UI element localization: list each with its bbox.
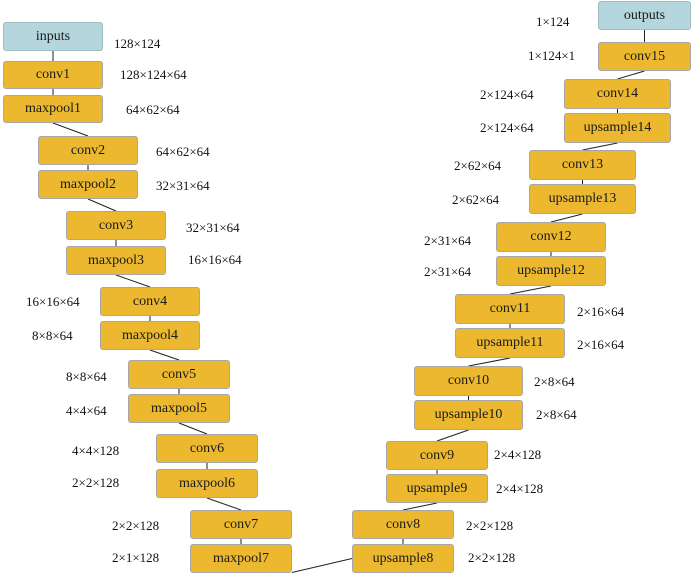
conv9-dimension-label: 2×4×128 bbox=[494, 447, 542, 462]
edge-conv11-to-upsample12 bbox=[509, 285, 552, 295]
conv8-dimension-label: 2×2×128 bbox=[466, 518, 514, 533]
conv11-node: conv11 bbox=[455, 294, 565, 324]
maxpool7-node: maxpool7 bbox=[190, 544, 292, 573]
upsample11-dimension-label: 2×16×64 bbox=[577, 337, 625, 352]
conv7-dimension-label: 2×2×128 bbox=[112, 518, 160, 533]
upsample9-dimension-label: 2×4×128 bbox=[496, 481, 544, 496]
conv7-node: conv7 bbox=[190, 510, 292, 539]
conv12-dimension-label: 2×31×64 bbox=[424, 233, 472, 248]
conv14-node: conv14 bbox=[564, 79, 671, 109]
conv4-node: conv4 bbox=[100, 287, 200, 316]
maxpool6-dimension-label: 2×2×128 bbox=[72, 475, 120, 490]
conv15-node: conv15 bbox=[598, 42, 691, 71]
conv12-node: conv12 bbox=[496, 222, 606, 252]
conv2-node: conv2 bbox=[38, 136, 138, 165]
maxpool7-dimension-label: 2×1×128 bbox=[112, 550, 160, 565]
conv6-dimension-label: 4×4×128 bbox=[72, 443, 120, 458]
conv9-node: conv9 bbox=[386, 441, 488, 470]
edge-maxpool7-to-upsample8 bbox=[291, 558, 353, 573]
inputs-node: inputs bbox=[3, 22, 103, 51]
outputs-dimension-label: 1×124 bbox=[536, 14, 570, 29]
conv1-dimension-label: 128×124×64 bbox=[120, 67, 187, 82]
upsample14-node: upsample14 bbox=[564, 113, 671, 143]
upsample9-node: upsample9 bbox=[386, 474, 488, 503]
maxpool3-node: maxpool3 bbox=[66, 246, 166, 275]
outputs-node: outputs bbox=[598, 1, 691, 30]
maxpool2-node: maxpool2 bbox=[38, 170, 138, 199]
edge-conv10-to-upsample11 bbox=[468, 357, 511, 367]
conv10-node: conv10 bbox=[414, 366, 523, 396]
upsample8-node: upsample8 bbox=[352, 544, 454, 573]
conv2-dimension-label: 64×62×64 bbox=[156, 144, 210, 159]
upsample10-node: upsample10 bbox=[414, 400, 523, 430]
edge-maxpool3-to-conv4 bbox=[115, 274, 151, 288]
conv5-node: conv5 bbox=[128, 360, 230, 389]
maxpool5-dimension-label: 4×4×64 bbox=[66, 403, 107, 418]
upsample14-dimension-label: 2×124×64 bbox=[480, 120, 534, 135]
upsample13-dimension-label: 2×62×64 bbox=[452, 192, 500, 207]
upsample12-node: upsample12 bbox=[496, 256, 606, 286]
maxpool4-node: maxpool4 bbox=[100, 321, 200, 350]
edge-conv12-to-upsample13 bbox=[550, 213, 583, 223]
edge-maxpool4-to-conv5 bbox=[149, 349, 180, 361]
maxpool5-node: maxpool5 bbox=[128, 394, 230, 423]
conv14-dimension-label: 2×124×64 bbox=[480, 87, 534, 102]
maxpool1-node: maxpool1 bbox=[3, 95, 103, 123]
conv15-dimension-label: 1×124×1 bbox=[528, 48, 576, 63]
edge-conv9-to-upsample10 bbox=[436, 429, 469, 442]
upsample12-dimension-label: 2×31×64 bbox=[424, 264, 472, 279]
conv13-dimension-label: 2×62×64 bbox=[454, 158, 502, 173]
conv11-dimension-label: 2×16×64 bbox=[577, 304, 625, 319]
edge-conv14-to-conv15 bbox=[617, 70, 645, 80]
conv13-node: conv13 bbox=[529, 150, 636, 180]
conv5-dimension-label: 8×8×64 bbox=[66, 369, 107, 384]
maxpool4-dimension-label: 8×8×64 bbox=[32, 328, 73, 343]
edge-maxpool2-to-conv3 bbox=[87, 198, 117, 212]
conv8-node: conv8 bbox=[352, 510, 454, 539]
conv3-node: conv3 bbox=[66, 211, 166, 240]
maxpool2-dimension-label: 32×31×64 bbox=[156, 178, 210, 193]
edge-maxpool5-to-conv6 bbox=[178, 422, 208, 435]
upsample8-dimension-label: 2×2×128 bbox=[468, 550, 516, 565]
edge-conv13-to-upsample14 bbox=[582, 142, 618, 151]
upsample11-node: upsample11 bbox=[455, 328, 565, 358]
upsample13-node: upsample13 bbox=[529, 184, 636, 214]
conv6-node: conv6 bbox=[156, 434, 258, 463]
conv10-dimension-label: 2×8×64 bbox=[534, 374, 575, 389]
maxpool6-node: maxpool6 bbox=[156, 469, 258, 498]
conv3-dimension-label: 32×31×64 bbox=[186, 220, 240, 235]
maxpool1-dimension-label: 64×62×64 bbox=[126, 102, 180, 117]
edge-maxpool6-to-conv7 bbox=[206, 497, 242, 511]
inputs-dimension-label: 128×124 bbox=[114, 36, 161, 51]
edge-maxpool1-to-conv2 bbox=[52, 122, 89, 137]
conv1-node: conv1 bbox=[3, 61, 103, 89]
upsample10-dimension-label: 2×8×64 bbox=[536, 407, 577, 422]
maxpool3-dimension-label: 16×16×64 bbox=[188, 252, 242, 267]
edge-conv8-to-upsample9 bbox=[402, 502, 438, 511]
conv4-dimension-label: 16×16×64 bbox=[26, 294, 80, 309]
